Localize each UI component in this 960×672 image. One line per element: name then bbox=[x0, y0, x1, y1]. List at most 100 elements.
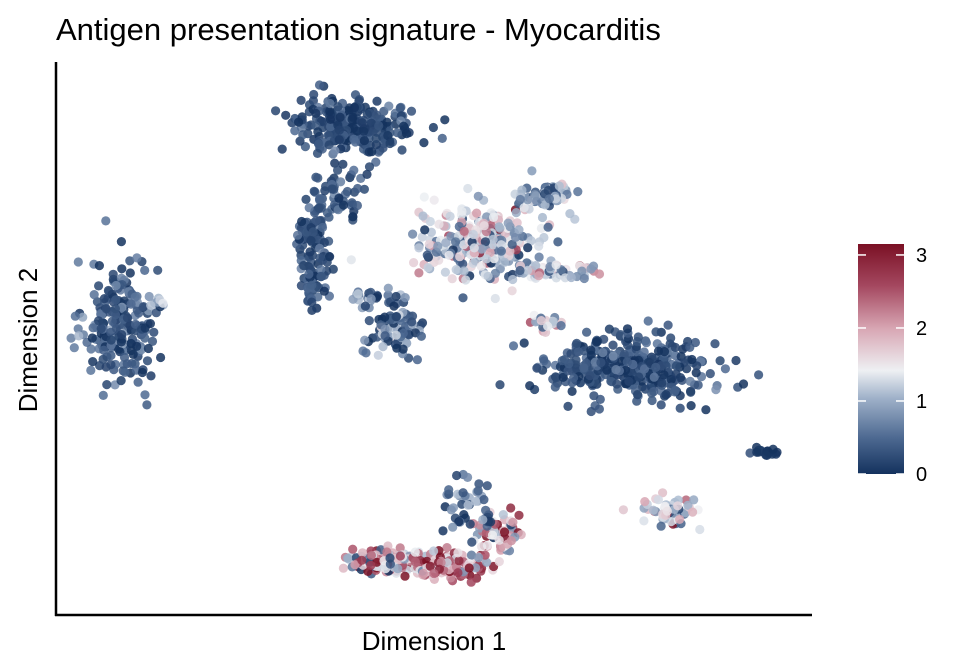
data-point bbox=[393, 564, 403, 574]
data-point bbox=[130, 319, 141, 329]
data-point bbox=[482, 540, 492, 551]
data-point bbox=[366, 560, 376, 571]
data-point bbox=[106, 335, 116, 345]
data-point bbox=[472, 208, 482, 218]
data-point bbox=[508, 274, 518, 285]
data-point bbox=[670, 385, 680, 395]
data-point bbox=[494, 557, 504, 567]
data-point bbox=[327, 184, 337, 194]
data-point bbox=[452, 470, 462, 481]
data-point bbox=[333, 165, 343, 175]
data-point bbox=[389, 301, 399, 311]
data-point bbox=[464, 563, 474, 573]
data-point bbox=[89, 290, 99, 300]
data-point bbox=[496, 246, 506, 256]
data-point bbox=[651, 362, 661, 372]
data-point bbox=[336, 177, 346, 187]
data-point bbox=[364, 162, 375, 172]
data-point bbox=[311, 108, 321, 118]
data-point bbox=[98, 390, 108, 400]
data-point bbox=[122, 313, 133, 323]
data-point bbox=[374, 121, 384, 131]
data-point bbox=[556, 321, 566, 331]
data-point bbox=[651, 327, 661, 337]
data-point bbox=[526, 236, 536, 246]
data-point bbox=[532, 363, 542, 373]
data-point bbox=[418, 211, 428, 221]
data-point bbox=[372, 96, 382, 106]
data-point bbox=[385, 553, 395, 563]
data-point bbox=[330, 158, 340, 168]
data-point bbox=[378, 342, 388, 352]
data-point bbox=[313, 173, 323, 183]
data-point bbox=[566, 272, 576, 283]
data-point bbox=[420, 225, 430, 235]
data-point bbox=[315, 253, 325, 263]
data-point bbox=[106, 360, 116, 370]
data-point bbox=[398, 328, 408, 338]
data-point bbox=[659, 370, 669, 380]
data-point bbox=[480, 237, 490, 247]
legend-colorbar bbox=[858, 244, 904, 474]
data-point bbox=[515, 265, 525, 276]
data-point bbox=[69, 343, 79, 353]
data-point bbox=[96, 323, 106, 334]
data-point bbox=[103, 285, 113, 296]
data-point bbox=[495, 223, 505, 233]
data-point bbox=[618, 505, 629, 515]
data-point bbox=[653, 495, 664, 505]
data-point bbox=[271, 106, 281, 116]
data-point bbox=[306, 236, 316, 246]
data-point bbox=[463, 183, 473, 194]
data-point bbox=[612, 379, 622, 389]
data-point bbox=[146, 371, 156, 381]
data-point bbox=[632, 337, 642, 347]
data-point bbox=[147, 336, 158, 346]
data-point bbox=[116, 337, 126, 347]
data-point bbox=[442, 543, 452, 553]
data-point bbox=[338, 200, 349, 210]
data-point bbox=[488, 212, 499, 222]
data-point bbox=[88, 357, 98, 367]
data-point bbox=[453, 548, 463, 558]
data-point bbox=[511, 208, 521, 218]
data-point bbox=[422, 250, 432, 260]
data-point bbox=[539, 232, 549, 243]
data-point bbox=[380, 312, 390, 322]
data-point bbox=[675, 403, 685, 413]
data-point bbox=[482, 254, 492, 264]
data-point bbox=[641, 338, 652, 348]
data-point bbox=[126, 299, 136, 309]
data-point bbox=[474, 553, 484, 563]
data-point bbox=[74, 331, 84, 341]
data-point bbox=[586, 406, 596, 417]
data-point bbox=[106, 350, 116, 361]
data-point bbox=[87, 333, 97, 343]
data-point bbox=[624, 376, 634, 386]
x-axis-title: Dimension 1 bbox=[362, 626, 507, 656]
data-point bbox=[409, 258, 419, 268]
data-point bbox=[397, 145, 407, 155]
data-point bbox=[689, 495, 699, 505]
data-point bbox=[384, 101, 394, 111]
data-point bbox=[429, 195, 439, 205]
data-point bbox=[352, 200, 362, 211]
data-point bbox=[366, 294, 376, 304]
data-point bbox=[659, 347, 670, 357]
data-point bbox=[128, 349, 138, 359]
data-point bbox=[349, 165, 359, 175]
data-point bbox=[761, 450, 771, 460]
data-point bbox=[428, 122, 438, 133]
data-point bbox=[277, 144, 287, 154]
data-point bbox=[328, 264, 338, 274]
data-point bbox=[349, 134, 359, 144]
data-point bbox=[640, 497, 650, 507]
legend-tick-label: 0 bbox=[916, 464, 927, 486]
data-point bbox=[537, 212, 548, 223]
data-point bbox=[111, 280, 121, 291]
data-point bbox=[673, 501, 683, 511]
data-point bbox=[334, 125, 344, 135]
data-point bbox=[639, 516, 649, 526]
data-point bbox=[686, 387, 696, 397]
data-point bbox=[473, 191, 483, 201]
